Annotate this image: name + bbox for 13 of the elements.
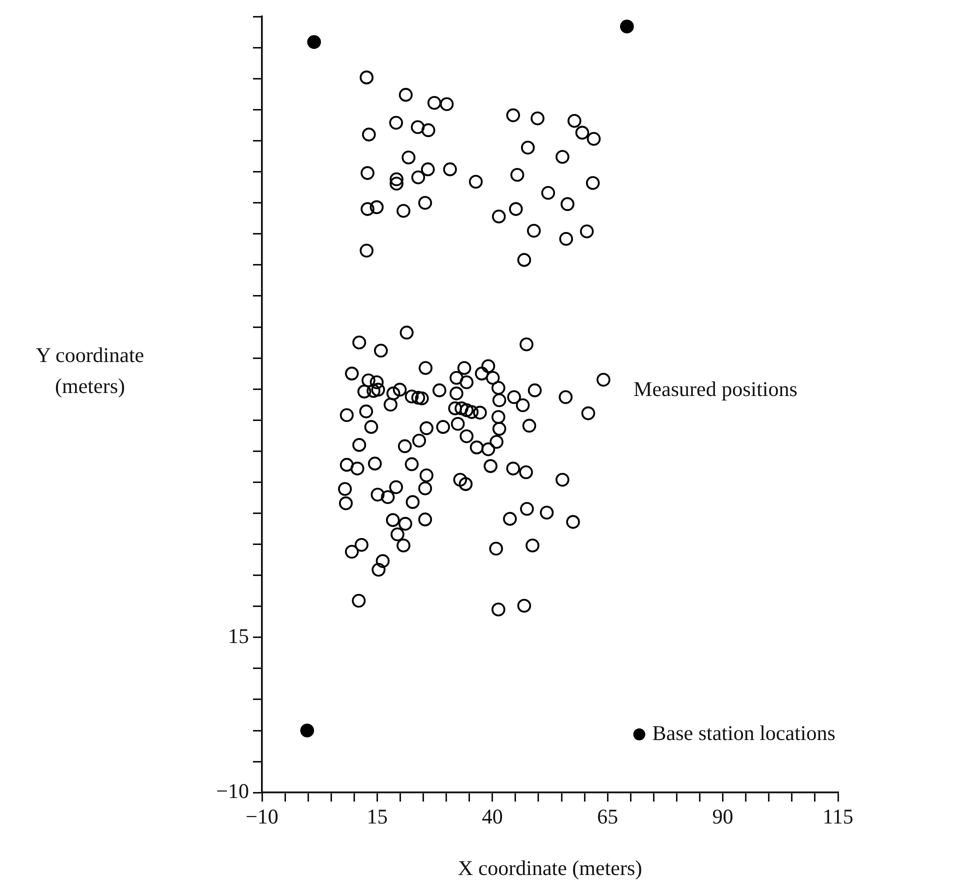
x-axis-title: X coordinate (meters) <box>458 856 642 880</box>
point <box>307 35 321 49</box>
x-tick-label: 90 <box>712 804 734 829</box>
x-tick-label: 65 <box>597 804 618 829</box>
y-axis-title: Y coordinate (meters) <box>34 342 146 400</box>
x-tick-label: 15 <box>366 804 388 829</box>
x-tick-label: −10 <box>246 804 278 829</box>
x-tick-label: 40 <box>482 804 503 829</box>
series-label: Measured positions <box>634 377 798 402</box>
x-tick-label: 115 <box>822 804 854 829</box>
point <box>300 724 314 738</box>
legend-label: Base station locations <box>652 720 836 745</box>
point <box>620 20 634 34</box>
